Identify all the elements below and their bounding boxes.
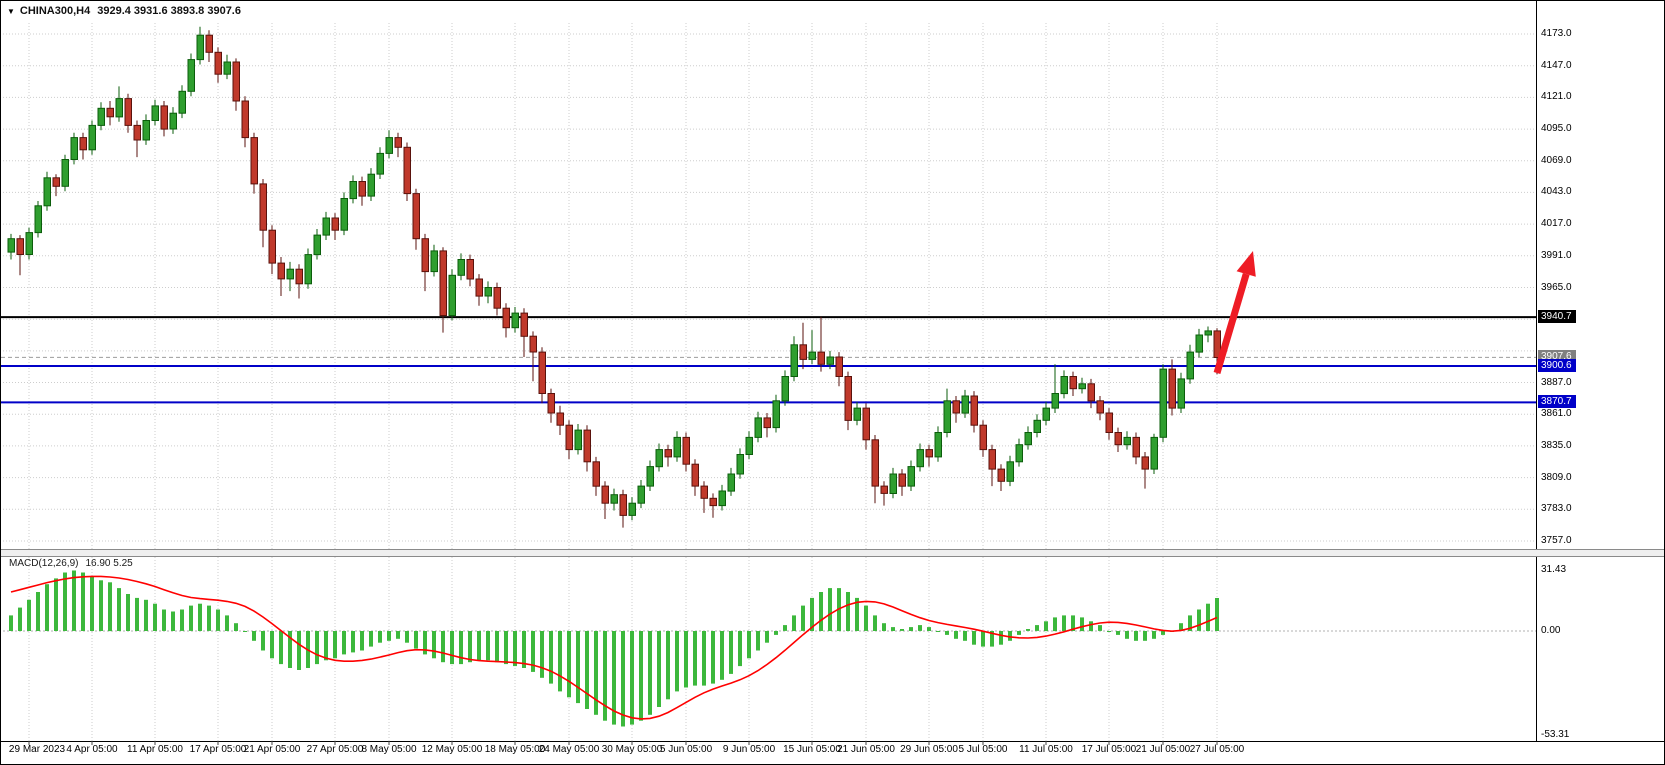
price-tick-label: 3861.0 [1541, 408, 1572, 420]
date-label: 18 May 05:00 [484, 744, 546, 755]
price-axis[interactable]: 4173.0 4147.0 4121.0 4095.0 4069.0 4043.0 4017… [1537, 1, 1664, 741]
level-price-label: 3900.6 [1538, 359, 1576, 372]
price-tick-label: 4173.0 [1541, 28, 1572, 39]
macd-indicator-values: 16.90 5.25 [85, 558, 133, 569]
date-label: 12 May 05:00 [421, 744, 483, 755]
date-label: 17 Jul 05:00 [1081, 744, 1137, 755]
price-tick-label: 3783.0 [1541, 503, 1572, 515]
date-label: 21 Jul 05:00 [1135, 744, 1191, 755]
date-label: 24 May 05:00 [538, 744, 600, 755]
macd-indicator-name: MACD(12,26,9) [9, 558, 79, 569]
price-tick-label: 4147.0 [1541, 59, 1572, 71]
date-label: 21 Apr 05:00 [243, 744, 301, 755]
price-tick-label: 3887.0 [1541, 376, 1572, 388]
macd-signal-line [10, 575, 1218, 720]
date-label: 9 Jun 05:00 [722, 744, 776, 755]
date-label: 5 Jul 05:00 [958, 744, 1008, 755]
macd-axis-label: -53.31 [1541, 729, 1570, 740]
macd-indicator-label: MACD(12,26,9) 16.90 5.25 [9, 558, 133, 569]
level-price-label: 3870.7 [1538, 395, 1576, 409]
date-label: 11 Apr 05:00 [127, 744, 183, 755]
price-tick-label: 4095.0 [1541, 123, 1572, 135]
date-label: 5 Jun 05:00 [659, 744, 713, 755]
price-tick-label: 4017.0 [1541, 218, 1572, 230]
date-label: 27 Apr 05:00 [306, 744, 364, 755]
ohlc-values-label: 3929.4 3931.6 3893.8 3907.6 [97, 5, 241, 17]
date-label: 11 Jul 05:00 [1019, 744, 1073, 755]
symbol-timeframe-label: CHINA300,H4 [19, 5, 91, 17]
date-label: 27 Jul 05:00 [1189, 744, 1245, 755]
grid-layer [3, 23, 1536, 741]
date-label: 8 May 05:00 [361, 744, 417, 755]
chart-title: ▼ CHINA300,H4 3929.4 3931.6 3893.8 3907.6 [7, 5, 241, 17]
price-tick-label: 4069.0 [1541, 154, 1572, 166]
macd-histogram-layer [9, 570, 1219, 727]
horizontal-level-lines[interactable] [1, 316, 1536, 404]
frame-lines [1, 1, 1664, 745]
candles-layer [7, 26, 1221, 528]
date-label: 29 Jun 05:00 [900, 744, 958, 755]
price-tick-label: 3757.0 [1541, 535, 1572, 546]
date-label: 15 Jun 05:00 [783, 744, 841, 755]
level-price-label: 3940.7 [1538, 310, 1576, 324]
date-label: 29 Mar 2023 [8, 744, 66, 755]
price-tick-label: 3991.0 [1541, 249, 1572, 261]
symbol-dropdown-icon[interactable]: ▼ [7, 7, 15, 16]
date-label: 21 Jun 05:00 [837, 744, 895, 755]
price-tick-label: 3809.0 [1541, 471, 1572, 483]
date-label: 4 Apr 05:00 [66, 744, 118, 755]
price-tick-label: 3835.0 [1541, 439, 1572, 451]
date-label: 30 May 05:00 [601, 744, 663, 755]
price-tick-label: 3965.0 [1541, 281, 1572, 293]
price-tick-label: 4121.0 [1541, 91, 1572, 103]
macd-axis-label: 0.00 [1541, 625, 1561, 636]
trend-arrow-annotation[interactable] [1213, 251, 1256, 374]
macd-axis-label: 31.43 [1541, 563, 1567, 575]
date-label: 17 Apr 05:00 [189, 744, 247, 755]
time-axis[interactable]: 29 Mar 2023 4 Apr 05:00 11 Apr 05:00 17 Apr… [1, 742, 1664, 764]
price-tick-label: 4043.0 [1541, 186, 1572, 198]
panel-divider[interactable] [1, 549, 1664, 557]
